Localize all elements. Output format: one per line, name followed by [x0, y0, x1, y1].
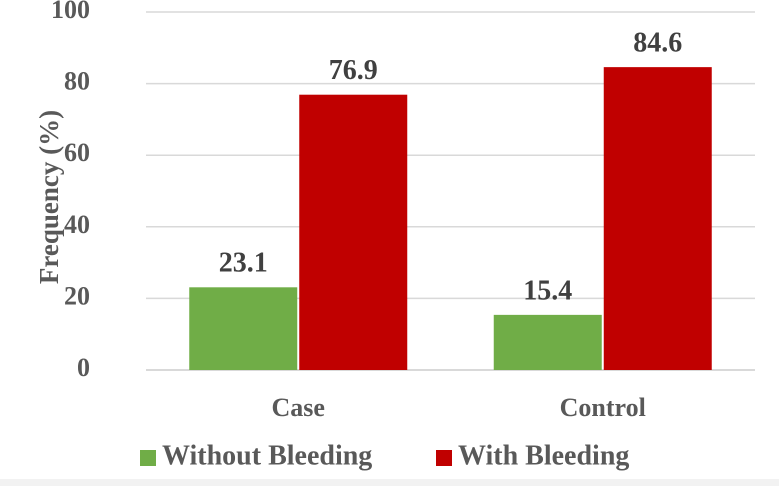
y-tick-label: 40	[64, 210, 90, 239]
category-label: Case	[272, 393, 325, 422]
y-tick-labels: 0 20 40 60 80 100	[51, 0, 90, 382]
data-label: 84.6	[633, 28, 682, 59]
bar-with-bleeding-case	[299, 94, 408, 370]
category-label: Control	[560, 393, 646, 422]
bar-without-bleeding-control	[493, 314, 602, 370]
bar-with-bleeding-control	[603, 67, 712, 370]
legend: Without Bleeding With Bleeding	[140, 440, 629, 471]
y-tick-label: 0	[77, 353, 90, 382]
legend-swatch-with-bleeding	[436, 450, 452, 466]
legend-label: Without Bleeding	[162, 440, 372, 471]
y-tick-label: 60	[64, 138, 90, 167]
bars	[189, 67, 712, 370]
y-tick-label: 100	[51, 0, 90, 24]
y-tick-label: 20	[64, 281, 90, 310]
bottom-band	[0, 479, 779, 486]
data-label: 76.9	[329, 55, 378, 86]
bar-without-bleeding-case	[189, 287, 298, 370]
legend-swatch-without-bleeding	[140, 450, 156, 466]
y-tick-label: 80	[64, 67, 90, 96]
data-label: 15.4	[523, 275, 572, 306]
data-label: 23.1	[219, 248, 268, 279]
y-axis-label: Frequency (%)	[34, 110, 64, 284]
legend-label: With Bleeding	[458, 440, 629, 471]
category-labels: Case Control	[272, 393, 646, 422]
data-labels: 23.1 76.9 15.4 84.6	[219, 28, 683, 307]
